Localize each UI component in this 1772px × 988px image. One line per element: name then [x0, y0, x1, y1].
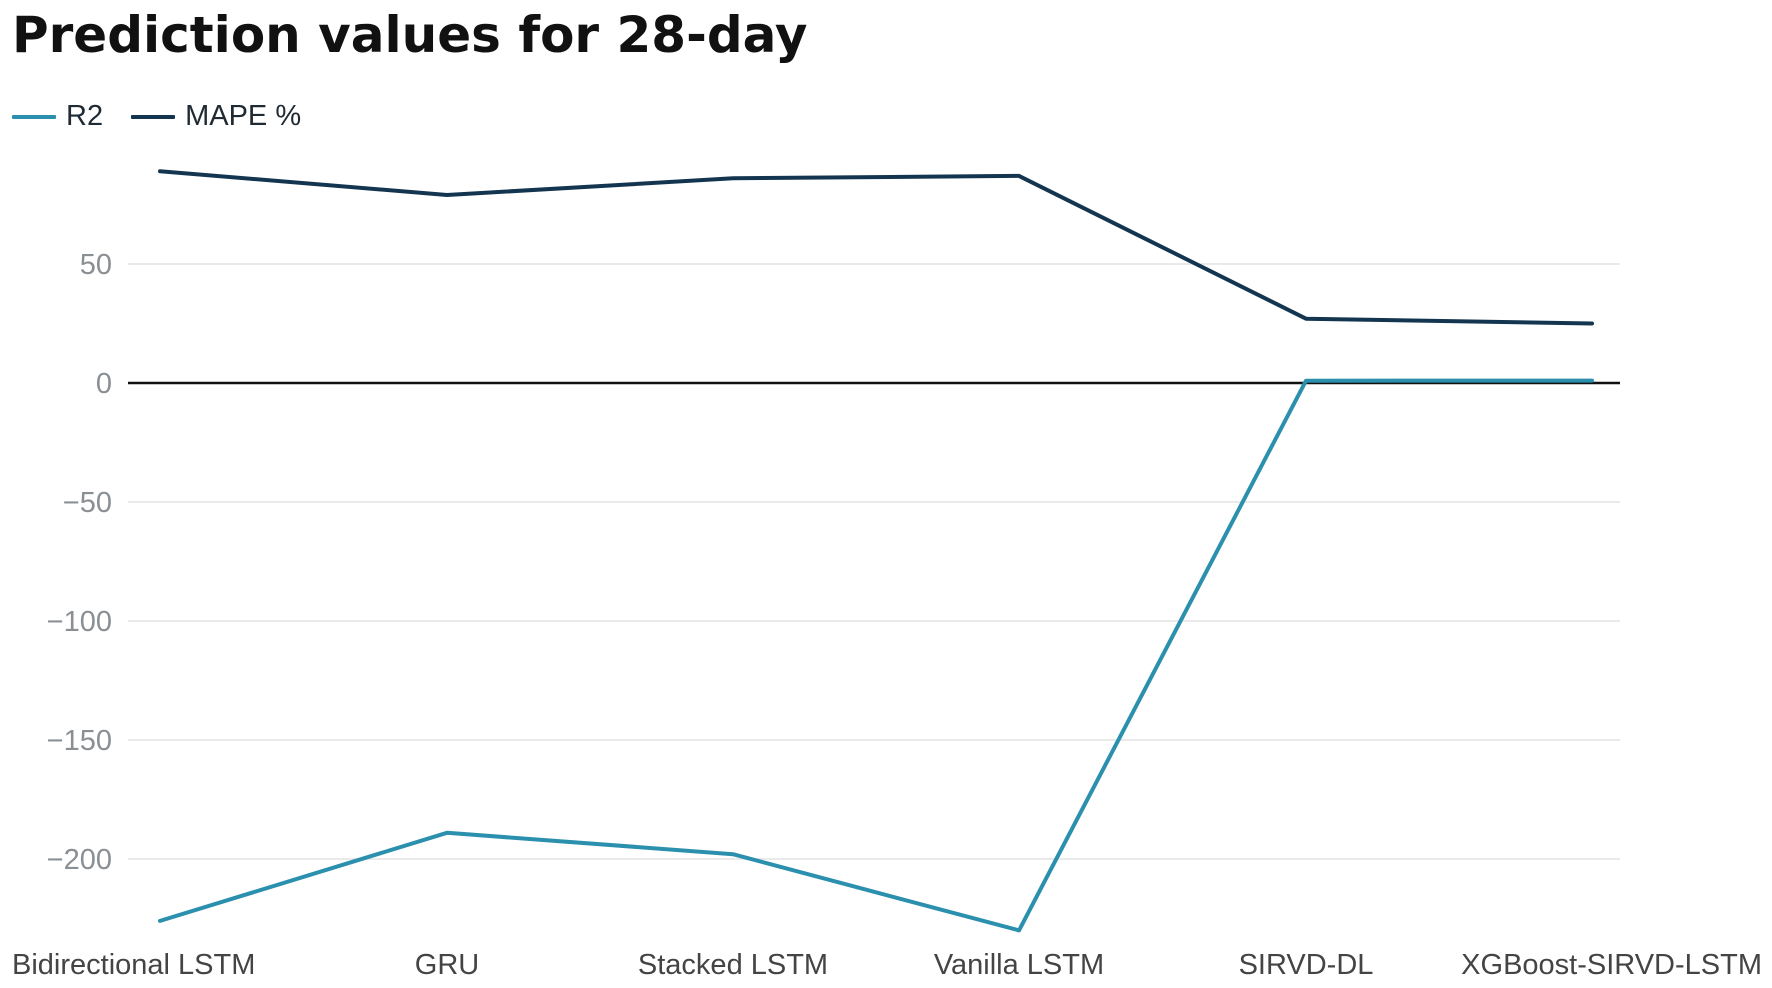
x-tick-label: Vanilla LSTM [934, 949, 1104, 981]
y-tick-label: −50 [63, 487, 112, 519]
x-tick-label: Stacked LSTM [638, 949, 828, 981]
legend-item-r2: R2 [12, 100, 103, 133]
chart-legend: R2 MAPE % [12, 100, 301, 133]
y-tick-label: −100 [47, 606, 112, 638]
legend-label-r2: R2 [66, 100, 104, 132]
y-tick-label: −200 [47, 844, 112, 876]
series-layer [158, 169, 1594, 933]
legend-swatch-r2 [12, 114, 56, 119]
legend-swatch-mape [131, 114, 176, 119]
x-tick-label: SIRVD-DL [1239, 949, 1374, 981]
x-tick-label: XGBoost-SIRVD-LSTM [1461, 949, 1762, 981]
chart-title: Prediction values for 28-day [12, 6, 808, 64]
grid-layer [128, 263, 1620, 860]
legend-item-mape: MAPE % [131, 100, 301, 133]
y-tick-label: −150 [47, 725, 112, 757]
y-tick-label: 50 [80, 249, 112, 281]
series-line-mape [158, 169, 1594, 326]
y-axis-ticks: 50 0 −50 −100 −150 −200 [47, 249, 112, 876]
y-tick-label: 0 [96, 368, 112, 400]
legend-label-mape: MAPE % [185, 100, 302, 132]
series-line-r2 [158, 378, 1594, 933]
x-tick-label: GRU [415, 949, 479, 981]
x-tick-label: Bidirectional LSTM [12, 949, 255, 981]
x-axis-ticks: Bidirectional LSTM GRU Stacked LSTM Vanilla… [12, 949, 1762, 981]
